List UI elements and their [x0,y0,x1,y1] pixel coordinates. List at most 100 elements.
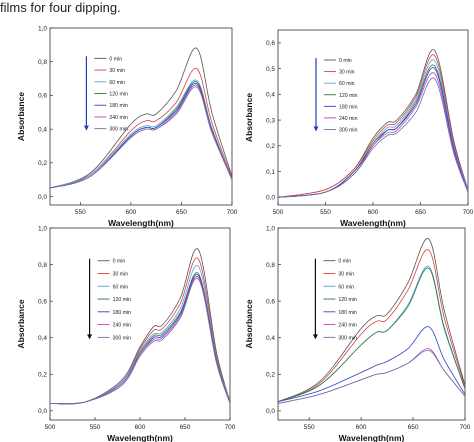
y-tick-label: 0,8 [38,59,47,66]
legend-label: 0 min [113,259,126,265]
x-tick-label: 700 [225,424,236,431]
y-axis-label: Absorbance [16,299,26,348]
legend-label: 120 min [339,93,358,99]
series-line-180-min [278,67,468,198]
legend-label: 120 min [113,297,132,303]
y-tick-label: 1,0 [266,225,275,232]
legend-label: 60 min [338,284,354,290]
x-tick-label: 550 [75,209,86,216]
series-line-300-min [278,350,465,404]
legend-label: 240 min [109,115,128,121]
y-tick-label: 0,2 [266,372,275,379]
legend-label: 180 min [339,104,358,110]
y-tick-label: 0,0 [38,194,47,201]
legend-label: 60 min [339,81,355,87]
legend-label: 0 min [109,56,122,62]
x-tick-label: 700 [463,209,474,216]
x-tick-label: 650 [408,424,419,431]
series-line-0-min [50,47,232,189]
x-axis-label: Wavelength(nm) [340,218,406,228]
trend-arrow-head [313,126,319,132]
y-tick-label: 0,0 [266,195,275,202]
legend-label: 0 min [338,259,351,265]
series-line-60-min [278,265,465,403]
legend-label: 240 min [113,323,132,329]
series-line-180-min [50,83,232,189]
legend-label: 240 min [338,323,357,329]
series-group [278,238,465,404]
legend-label: 0 min [339,58,352,64]
series-line-120-min [278,267,465,403]
figure-caption: films for four dipping. [0,0,121,15]
series-group [50,248,230,405]
x-tick-label: 550 [304,424,315,431]
plot-frame [277,227,466,421]
x-tick-label: 700 [460,424,471,431]
y-tick-label: 0,2 [38,160,47,167]
legend-label: 240 min [339,116,358,122]
series-group [278,49,468,198]
y-tick-label: 0,4 [38,335,47,342]
series-line-60-min [50,79,232,189]
x-tick-label: 650 [180,424,191,431]
legend-label: 30 min [338,271,354,277]
legend-label: 30 min [109,68,125,74]
series-line-30-min [50,68,232,189]
y-axis-label: Absorbance [244,299,254,348]
series-line-0-min [278,238,465,403]
y-tick-label: 0,4 [38,126,47,133]
series-line-0-min [50,248,230,405]
x-tick-label: 550 [90,424,101,431]
y-tick-label: 0,4 [266,335,275,342]
series-line-300-min [50,86,232,189]
x-tick-label: 650 [176,209,187,216]
y-tick-label: 0,5 [266,66,275,73]
series-line-0-min [278,49,468,198]
plot-frame [277,29,469,206]
legend-label: 30 min [113,271,129,277]
series-line-180-min [278,326,465,403]
y-tick-label: 0,8 [38,262,47,269]
y-tick-label: 1,0 [38,25,47,32]
x-tick-label: 600 [356,424,367,431]
y-tick-label: 0,3 [266,117,275,124]
y-tick-label: 0,2 [266,143,275,150]
series-line-30-min [278,54,468,198]
series-line-30-min [278,249,465,403]
legend-label: 300 min [109,127,128,133]
y-tick-label: 0,8 [266,262,275,269]
trend-arrow-head [312,334,318,340]
y-tick-label: 0,0 [38,408,47,415]
series-line-60-min [50,265,230,405]
chart-panel-2: 500 550 600 650 700 0,0 0,1 0,2 0,3 0,4 0,5 0,6 Wave… [244,29,474,228]
plot-frame [49,227,231,421]
x-tick-label: 600 [135,424,146,431]
x-axis-label: Wavelength(nm) [107,433,173,442]
x-tick-label: 650 [415,209,426,216]
x-tick-label: 700 [227,209,238,216]
series-line-300-min [278,77,468,198]
legend-label: 180 min [109,103,128,109]
x-axis-label: Wavelength(nm) [108,218,174,228]
chart-panel-3: 500 550 600 650 700 0,0 0,2 0,4 0,6 0,8 1,0 Wavelen… [16,225,236,442]
y-tick-label: 0,2 [38,372,47,379]
y-tick-label: 0,0 [266,408,275,415]
y-tick-label: 1,0 [38,225,47,232]
x-tick-label: 500 [273,209,284,216]
plot-frame [49,27,233,206]
legend-label: 120 min [338,297,357,303]
trend-arrow-head [87,334,93,340]
legend-label: 300 min [113,335,132,341]
x-tick-label: 600 [125,209,136,216]
legend-label: 300 min [339,128,358,134]
legend-label: 60 min [109,80,125,86]
series-line-120-min [50,81,232,189]
y-tick-label: 0,1 [266,169,275,176]
chart-panel-4: 550 600 650 700 0,0 0,2 0,4 0,6 0,8 1,0 Wavelength… [244,225,471,442]
y-axis-label: Absorbance [16,92,26,141]
legend-label: 120 min [109,91,128,97]
trend-arrow-head [83,125,89,131]
legend-label: 60 min [113,284,129,290]
series-line-240-min [50,276,230,405]
y-tick-label: 0,6 [38,93,47,100]
